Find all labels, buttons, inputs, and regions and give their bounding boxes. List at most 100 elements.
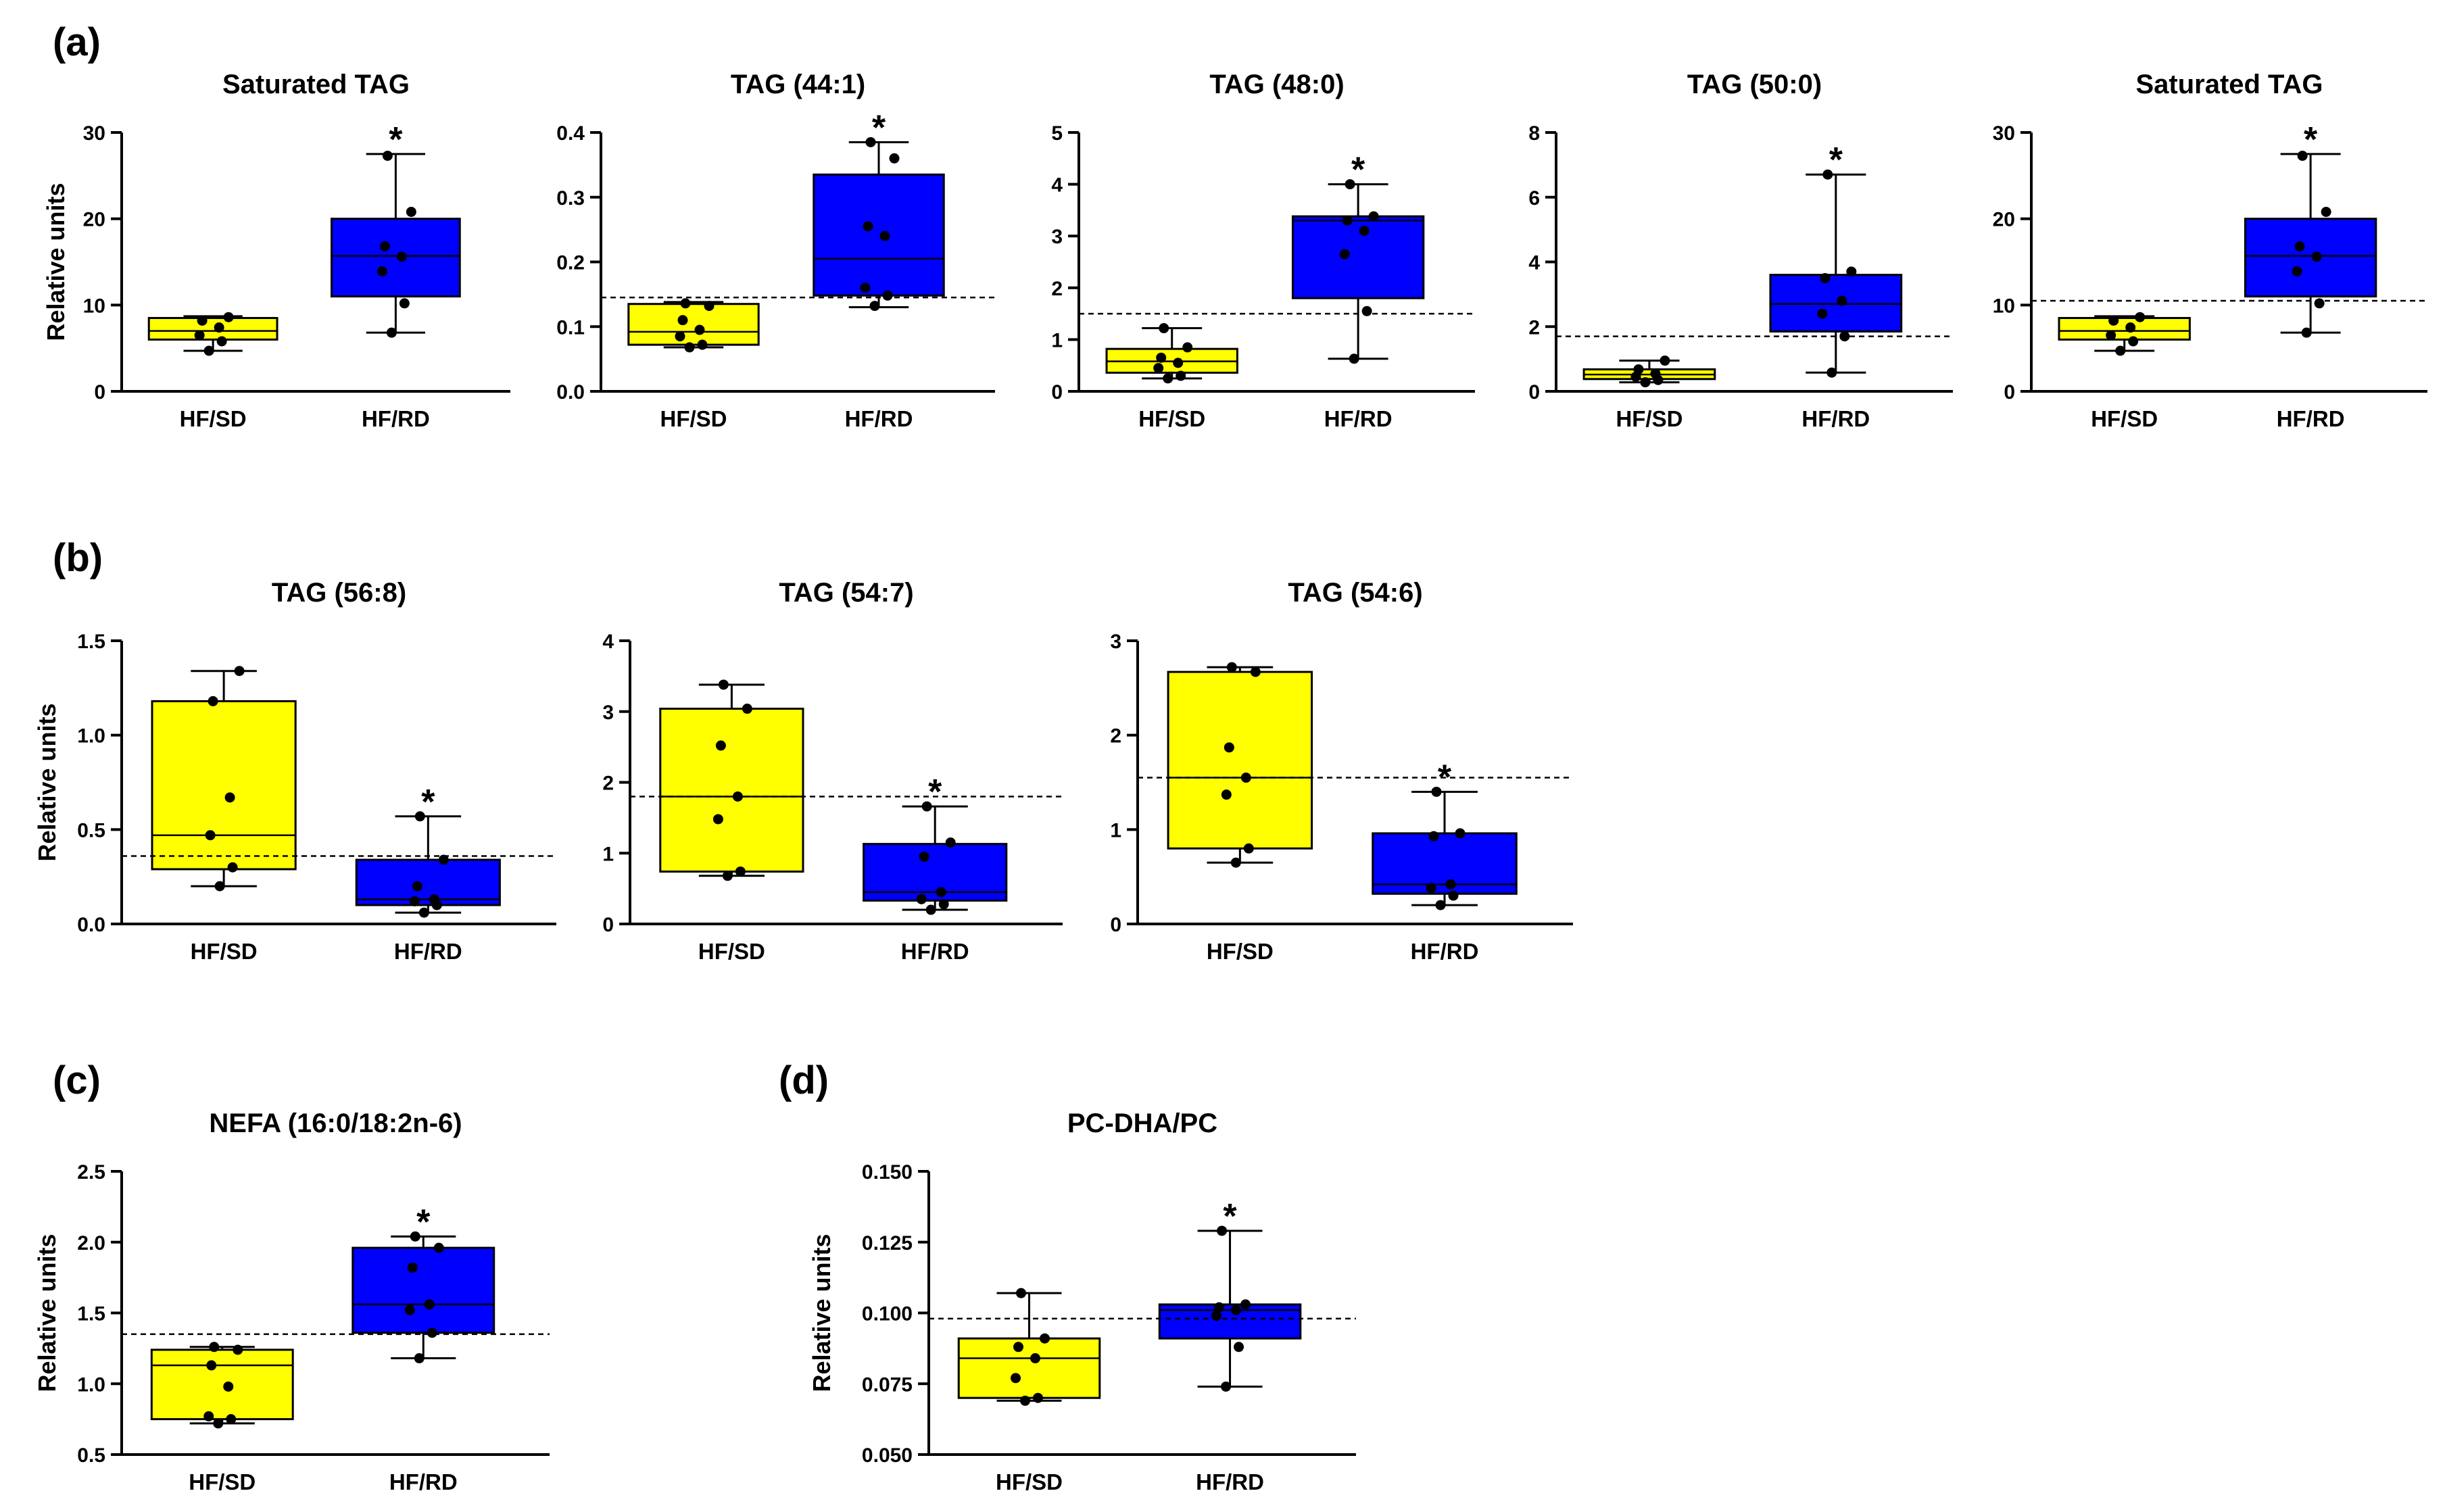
panel-label-c: (c)	[53, 1058, 101, 1102]
data-point	[1231, 1304, 1242, 1315]
y-tick-label: 20	[83, 209, 105, 231]
chart-title: TAG (54:6)	[1288, 578, 1422, 608]
data-point	[1826, 367, 1837, 378]
data-point	[921, 801, 932, 812]
data-point	[677, 315, 688, 326]
data-point	[945, 837, 956, 848]
x-category-label: HF/SD	[996, 1469, 1063, 1494]
significance-marker: *	[389, 120, 403, 160]
data-point	[1650, 368, 1661, 379]
data-point	[429, 894, 439, 905]
box-hf-sd	[2058, 312, 2191, 356]
box-rect	[2058, 316, 2191, 341]
box-hf-rd: *	[1158, 1197, 1302, 1392]
data-point	[216, 336, 227, 347]
data-point	[742, 704, 752, 714]
data-point	[1011, 1373, 1021, 1384]
data-point	[1368, 211, 1379, 222]
box-hf-sd	[151, 666, 297, 892]
data-point	[2115, 345, 2126, 356]
x-category-label: HF/RD	[394, 939, 462, 964]
box-hf-sd	[1582, 356, 1716, 388]
x-category-label: HF/RD	[362, 406, 430, 431]
significance-marker: *	[1351, 151, 1365, 190]
data-point	[1013, 1342, 1024, 1352]
data-point	[203, 1411, 214, 1421]
data-point	[680, 298, 691, 309]
x-category-label: HF/RD	[2277, 406, 2345, 431]
data-point	[860, 283, 871, 293]
data-point	[1435, 900, 1446, 910]
x-category-label: HF/RD	[901, 939, 969, 964]
data-point	[675, 331, 685, 342]
data-point	[226, 1414, 237, 1425]
y-tick-label: 0.2	[556, 252, 585, 274]
chart-title: TAG (54:7)	[779, 578, 913, 608]
y-tick-label: 2	[602, 773, 614, 795]
data-point	[1640, 377, 1651, 388]
box-rect	[151, 700, 297, 871]
box-rect	[150, 1348, 294, 1421]
box-rect	[1291, 215, 1425, 299]
data-point	[209, 1342, 220, 1352]
box-rect	[659, 708, 804, 873]
y-tick-label: 0	[94, 381, 105, 404]
y-tick-label: 0.075	[862, 1373, 913, 1396]
y-tick-label: 1.0	[77, 725, 105, 748]
y-tick-label: 0.5	[77, 819, 105, 842]
box-hf-sd	[1105, 323, 1238, 384]
x-category-label: HF/RD	[389, 1469, 458, 1494]
chart-title: Saturated TAG	[2135, 70, 2323, 99]
data-point	[410, 1231, 420, 1242]
data-point	[1250, 666, 1261, 677]
data-point	[1221, 789, 1232, 800]
data-point	[1339, 249, 1350, 260]
data-point	[1153, 363, 1164, 374]
box-hf-rd: *	[2244, 120, 2377, 338]
data-point	[938, 899, 949, 910]
data-point	[1820, 272, 1831, 283]
data-point	[1846, 266, 1857, 277]
y-tick-label: 0.5	[77, 1444, 105, 1467]
data-point	[2292, 266, 2302, 277]
x-category-label: HF/RD	[845, 406, 913, 431]
y-tick-label: 5	[1051, 122, 1063, 145]
y-tick-label: 1	[602, 843, 614, 865]
box-hf-rd: *	[813, 108, 945, 312]
data-point	[2135, 312, 2146, 322]
box-hf-sd	[150, 1342, 294, 1429]
box-hf-rd: *	[1372, 758, 1518, 910]
panel-label-b: (b)	[53, 536, 103, 580]
y-tick-label: 2.5	[77, 1161, 105, 1184]
y-tick-label: 0.1	[556, 316, 585, 339]
y-tick-label: 30	[1993, 122, 2015, 145]
data-point	[418, 907, 429, 918]
significance-marker: *	[872, 108, 886, 147]
chart-2: TAG (44:1) 0.0 0.1 0.2 0.3 0.4 HF/SD * HF/RD	[556, 70, 995, 431]
data-point	[233, 1344, 243, 1355]
data-point	[718, 679, 729, 690]
y-tick-label: 8	[1528, 122, 1540, 145]
data-point	[206, 1360, 217, 1371]
y-tick-label: 3	[602, 702, 614, 724]
chart-5: Saturated TAG 0 10 20 30 HF/SD * HF/RD	[1993, 70, 2427, 431]
data-point	[1217, 1225, 1228, 1236]
data-point	[1173, 358, 1184, 368]
data-point	[1156, 352, 1167, 363]
data-point	[2125, 322, 2136, 333]
chart-7: TAG (54:7) 0 1 2 3 4 HF/SD * HF/RD	[602, 578, 1063, 964]
y-tick-label: 0.0	[556, 381, 585, 404]
x-category-label: HF/SD	[698, 939, 765, 964]
y-tick-label: 4	[602, 631, 614, 653]
box-hf-sd	[1167, 662, 1313, 868]
y-tick-label: 0	[1110, 914, 1121, 936]
data-point	[694, 324, 705, 335]
chart-4: TAG (50:0) 0 2 4 6 8 HF/SD * HF/RD	[1528, 70, 1953, 431]
box-hf-rd: *	[331, 120, 461, 338]
chart-title: TAG (56:8)	[272, 578, 406, 608]
data-point	[869, 301, 880, 312]
data-point	[1428, 831, 1439, 842]
panel-label-a: (a)	[53, 20, 101, 64]
data-point	[1030, 1353, 1041, 1364]
data-point	[194, 330, 205, 341]
